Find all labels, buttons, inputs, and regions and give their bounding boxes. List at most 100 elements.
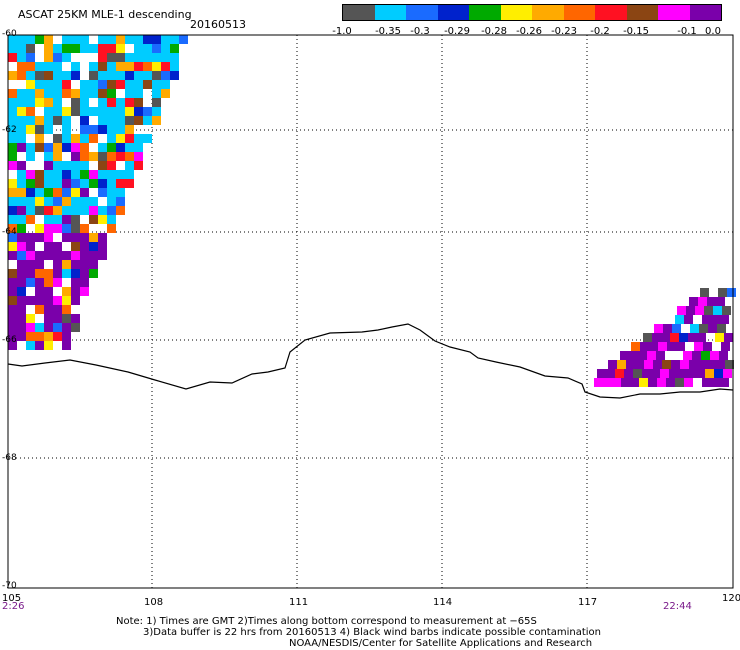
- data-pixel: [71, 296, 80, 305]
- data-pixel: [44, 224, 53, 233]
- data-pixel: [62, 197, 71, 206]
- data-pixel: [53, 98, 62, 107]
- data-pixel: [703, 342, 712, 351]
- data-pixel: [26, 341, 35, 350]
- data-pixel: [35, 188, 44, 197]
- data-pixel: [62, 314, 71, 323]
- data-pixel: [152, 80, 161, 89]
- data-pixel: [62, 188, 71, 197]
- data-pixel: [152, 107, 161, 116]
- lat-label-60: -60: [2, 29, 17, 39]
- data-pixel: [71, 170, 80, 179]
- data-pixel: [8, 44, 17, 53]
- data-pixel: [89, 242, 98, 251]
- data-pixel: [17, 224, 26, 233]
- lat-label-66: -66: [2, 335, 17, 345]
- data-pixel: [44, 323, 53, 332]
- data-pixel: [35, 278, 44, 287]
- data-pixel: [134, 107, 143, 116]
- data-pixel: [71, 71, 80, 80]
- data-pixel: [71, 62, 80, 71]
- data-pixel: [8, 233, 17, 242]
- data-pixel: [89, 269, 98, 278]
- data-pixel: [125, 170, 134, 179]
- data-pixel: [17, 71, 26, 80]
- data-pixel: [606, 369, 615, 378]
- data-pixel: [116, 197, 125, 206]
- data-pixel: [62, 125, 71, 134]
- data-pixel: [8, 35, 17, 44]
- lat-label-62: -62: [2, 125, 17, 135]
- data-pixel: [80, 233, 89, 242]
- data-pixel: [62, 269, 71, 278]
- data-pixel: [134, 116, 143, 125]
- data-pixel: [89, 80, 98, 89]
- data-pixel: [677, 306, 686, 315]
- data-pixel: [80, 278, 89, 287]
- data-pixel: [116, 125, 125, 134]
- data-pixel: [35, 260, 44, 269]
- data-pixel: [687, 369, 696, 378]
- data-pixel: [35, 269, 44, 278]
- data-pixel: [702, 315, 711, 324]
- data-pixel: [134, 161, 143, 170]
- data-pixel: [116, 107, 125, 116]
- data-pixel: [701, 351, 710, 360]
- data-pixel: [143, 71, 152, 80]
- colorbar-segment: [532, 5, 564, 20]
- data-pixel: [170, 53, 179, 62]
- data-pixel: [17, 35, 26, 44]
- data-pixel: [724, 333, 733, 342]
- data-pixel: [8, 134, 17, 143]
- data-pixel: [697, 333, 706, 342]
- data-pixel: [44, 287, 53, 296]
- colorbar-tick-label: -0.23: [551, 26, 577, 37]
- data-pixel: [719, 351, 728, 360]
- data-pixel: [8, 332, 17, 341]
- data-pixel: [53, 296, 62, 305]
- note-line-3: NOAA/NESDIS/Center for Satellite Applica…: [289, 638, 593, 649]
- data-pixel: [26, 278, 35, 287]
- data-pixel: [98, 179, 107, 188]
- data-pixel: [17, 170, 26, 179]
- lon-label-111: 111: [289, 597, 308, 608]
- data-pixel: [98, 98, 107, 107]
- data-pixel: [26, 116, 35, 125]
- data-pixel: [17, 161, 26, 170]
- data-pixel: [170, 71, 179, 80]
- data-pixel: [98, 251, 107, 260]
- data-pixel: [53, 71, 62, 80]
- data-pixel: [26, 125, 35, 134]
- data-pixel: [35, 296, 44, 305]
- data-pixel: [17, 332, 26, 341]
- data-pixel: [8, 251, 17, 260]
- data-pixel: [116, 98, 125, 107]
- data-pixel: [98, 143, 107, 152]
- data-pixel: [116, 35, 125, 44]
- data-pixel: [116, 179, 125, 188]
- colorbar-tick-label: -0.3: [410, 26, 430, 37]
- data-pixel: [71, 161, 80, 170]
- data-pixel: [89, 179, 98, 188]
- data-pixel: [62, 179, 71, 188]
- data-pixel: [152, 116, 161, 125]
- data-pixel: [8, 152, 17, 161]
- data-pixel: [179, 35, 188, 44]
- data-pixel: [8, 206, 17, 215]
- data-pixel: [98, 80, 107, 89]
- data-pixel: [134, 53, 143, 62]
- data-pixel: [170, 35, 179, 44]
- data-pixel: [143, 107, 152, 116]
- data-pixel: [44, 296, 53, 305]
- data-pixel: [26, 260, 35, 269]
- data-pixel: [17, 107, 26, 116]
- data-pixel: [53, 116, 62, 125]
- data-pixel: [125, 134, 134, 143]
- data-pixel: [721, 342, 730, 351]
- data-pixel: [26, 251, 35, 260]
- data-pixel: [8, 296, 17, 305]
- data-pixel: [107, 161, 116, 170]
- data-pixel: [125, 71, 134, 80]
- data-pixel: [17, 188, 26, 197]
- data-pixel: [708, 324, 717, 333]
